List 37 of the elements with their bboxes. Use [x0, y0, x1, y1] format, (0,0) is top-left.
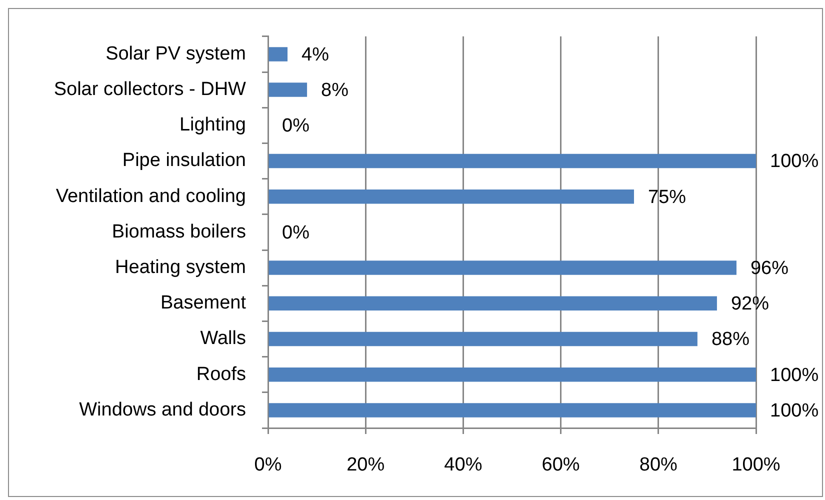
y-tick-label: Walls	[200, 328, 246, 350]
y-tick-label: Ventilation and cooling	[56, 186, 246, 207]
x-tick-label: 20%	[346, 454, 385, 476]
y-tick-label: Basement	[160, 292, 247, 314]
y-tick-label: Solar PV system	[106, 43, 246, 64]
bar	[268, 296, 717, 311]
data-label: 92%	[730, 294, 770, 315]
data-label: 8%	[321, 80, 349, 102]
data-label: 100%	[770, 400, 819, 422]
data-label: 88%	[711, 329, 750, 350]
bar	[268, 367, 756, 382]
bar	[268, 403, 756, 418]
data-label: 100%	[770, 151, 819, 172]
x-tick-label: 40%	[444, 454, 482, 476]
bar	[268, 260, 736, 275]
bar	[268, 154, 756, 168]
x-tick-label: 80%	[639, 454, 678, 476]
data-label: 0%	[282, 116, 310, 137]
data-label: 100%	[770, 364, 819, 386]
x-tick-label: 60%	[542, 454, 580, 476]
data-label: 96%	[750, 258, 789, 280]
y-tick-label: Roofs	[196, 364, 246, 385]
y-tick-label: Lighting	[179, 114, 246, 136]
y-tick-label: Windows and doors	[79, 399, 246, 420]
y-tick-label: Biomass boilers	[112, 221, 246, 242]
y-tick-label: Heating system	[115, 257, 246, 278]
bar	[268, 189, 634, 204]
y-tick-label: Solar collectors - DHW	[54, 79, 246, 100]
data-label: 0%	[282, 222, 310, 244]
y-tick-label: Pipe insulation	[122, 150, 246, 172]
x-tick-label: 0%	[254, 454, 282, 476]
x-tick-label: 100%	[732, 454, 780, 476]
bar	[268, 82, 308, 97]
bar	[268, 332, 698, 346]
data-label: 75%	[648, 186, 686, 208]
bar	[268, 47, 288, 62]
data-label: 4%	[302, 44, 330, 66]
